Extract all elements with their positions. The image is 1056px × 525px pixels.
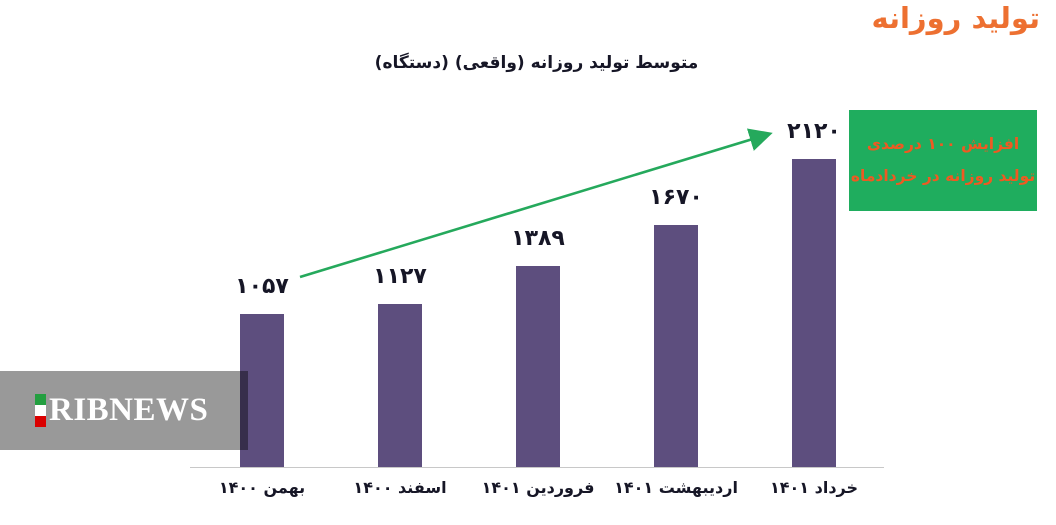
bar-3 [516,266,560,468]
annotation-line-2: تولید روزانه در خردادماه [850,167,1036,185]
watermark-text: RIBNEWS [49,392,209,428]
bar-4 [654,225,698,468]
x-axis-label-2: اسفند ۱۴۰۰ [353,478,447,497]
bar-2 [378,304,422,468]
bar-5 [792,159,836,468]
flag-red-square [35,416,46,427]
bar-value-label-5: ۲۱۲۰ [787,119,841,144]
bar-value-label-2: ۱۱۲۷ [373,264,427,289]
x-axis-label-1: بهمن ۱۴۰۰ [218,478,306,497]
annotation-line-1: افزایش ۱۰۰ درصدی [866,135,1020,154]
iribnews-watermark: RIBNEWS [0,371,248,450]
iran-flag-icon [35,394,46,427]
annotation-box: افزایش ۱۰۰ درصدی تولید روزانه در خردادما… [849,110,1037,211]
x-axis-label-5: خرداد ۱۴۰۱ [769,478,859,497]
bar-value-label-4: ۱۶۷۰ [649,185,703,210]
bar-1 [240,314,284,468]
flag-white-square [35,405,46,416]
chart-title: تولید روزانه [871,1,1040,35]
x-axis-label-3: فروردین ۱۴۰۱ [481,478,595,497]
x-axis-line [190,467,884,468]
bar-value-label-3: ۱۳۸۹ [511,226,565,251]
flag-green-square [35,394,46,405]
chart-subtitle: متوسط تولید روزانه (واقعی) (دستگاه) [374,53,699,73]
plot-area: ۱۰۵۷ بهمن ۱۴۰۰ ۱۱۲۷ اسفند ۱۴۰۰ ۱۳۸۹ فروردین ۱… [190,100,883,497]
bar-value-label-1: ۱۰۵۷ [235,274,289,299]
x-axis-label-4: اردیبهشت ۱۴۰۱ [614,478,738,497]
